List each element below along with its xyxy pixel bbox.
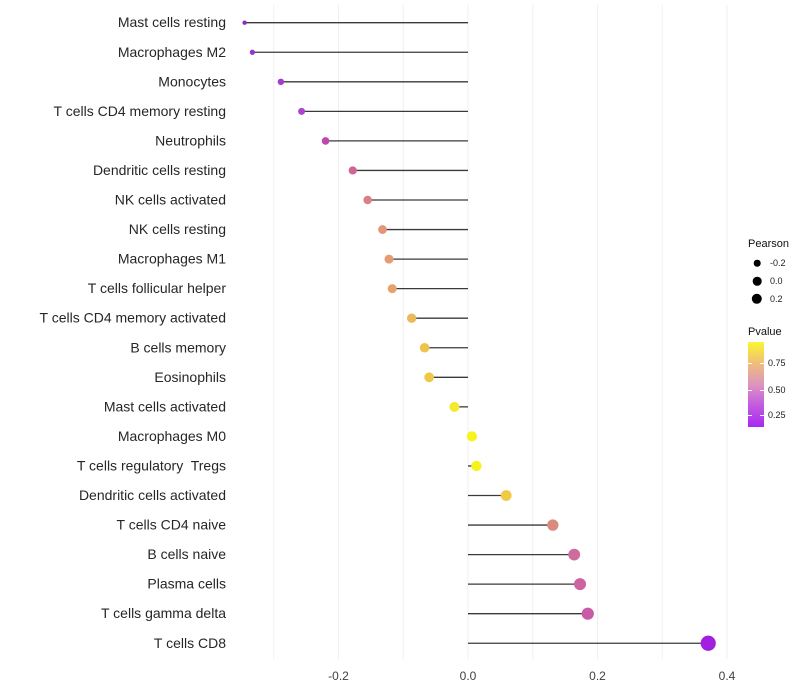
lollipop-dot xyxy=(363,195,372,205)
lollipop-dot xyxy=(384,254,394,264)
y-axis-label: T cells CD4 memory resting xyxy=(54,103,226,119)
pearson-legend-entries: -0.2 0.0 0.2 xyxy=(745,254,800,310)
lollipop-dot xyxy=(419,342,430,353)
lollipop-dot xyxy=(348,166,357,175)
lollipop-dot xyxy=(471,460,482,472)
pvalue-colorbar-tick xyxy=(760,414,764,416)
y-axis-label: Macrophages M0 xyxy=(118,428,226,444)
pvalue-legend-value: 0.75 xyxy=(768,357,786,368)
pearson-legend-value: 0.2 xyxy=(770,294,783,304)
pearson-legend-dot-icon xyxy=(752,276,762,286)
lollipop-dot xyxy=(321,137,330,145)
y-axis-label: T cells CD4 naive xyxy=(117,517,227,533)
x-axis-tick-label: 0.2 xyxy=(589,669,606,683)
pearson-legend-entry: 0.2 xyxy=(745,290,800,308)
pvalue-colorbar-tick xyxy=(748,390,752,392)
lollipop-dot xyxy=(387,284,397,294)
pvalue-legend-value: 0.25 xyxy=(768,409,786,420)
pvalue-legend-value: 0.50 xyxy=(768,385,786,396)
lollipop-dot xyxy=(581,607,594,620)
lollipop-dot xyxy=(500,490,512,501)
pearson-legend-dot-icon xyxy=(751,293,763,305)
y-axis-label: T cells CD4 memory activated xyxy=(40,310,226,326)
y-axis-label: Neutrophils xyxy=(155,132,226,148)
pvalue-colorbar-tick xyxy=(760,362,764,364)
y-axis-label: Eosinophils xyxy=(154,369,226,385)
pvalue-color-legend: Pvalue 0.75 0.50 0.25 xyxy=(745,326,800,427)
lollipop-dot xyxy=(574,578,587,591)
lollipop-dot xyxy=(298,107,306,115)
pearson-legend-value: -0.2 xyxy=(770,258,786,268)
lollipop-dot xyxy=(547,519,559,531)
pvalue-legend-title: Pvalue xyxy=(748,326,782,338)
lollipop-dot xyxy=(406,313,417,323)
lollipop-dot xyxy=(277,78,285,86)
lollipop-dot xyxy=(242,20,247,25)
x-axis-tick-label: -0.2 xyxy=(328,669,349,683)
y-axis-label: NK cells activated xyxy=(115,192,226,208)
lollipop-dot xyxy=(466,431,478,442)
y-axis-label: Plasma cells xyxy=(147,576,226,592)
y-axis-label: Dendritic cells resting xyxy=(93,162,226,178)
y-axis-label: T cells regulatory Tregs xyxy=(77,457,226,473)
y-axis-label: Macrophages M1 xyxy=(118,251,226,267)
lollipop-dot xyxy=(249,49,255,55)
y-axis-label: T cells follicular helper xyxy=(88,280,227,296)
x-axis-tick-label: 0.0 xyxy=(460,669,477,683)
pearson-legend-value: 0.0 xyxy=(770,276,783,286)
lollipop-dot xyxy=(568,548,581,561)
lollipop-dot xyxy=(449,401,460,412)
lollipop-dot xyxy=(700,635,716,651)
pearson-legend-entry: -0.2 xyxy=(745,254,800,272)
y-axis-label: Macrophages M2 xyxy=(118,44,226,60)
pearson-legend-dot-icon xyxy=(753,259,761,267)
lollipop-dot xyxy=(424,372,435,383)
pvalue-colorbar: 0.75 0.50 0.25 xyxy=(748,342,786,427)
pearson-legend-entry: 0.0 xyxy=(745,272,800,290)
y-axis-label: T cells gamma delta xyxy=(101,605,226,621)
y-axis-label: Monocytes xyxy=(158,73,226,89)
pearson-size-legend: Pearson -0.2 0.0 0.2 xyxy=(745,238,800,310)
x-axis-tick-label: 0.4 xyxy=(719,669,736,683)
lollipop-dot xyxy=(378,225,387,234)
pearson-legend-title: Pearson xyxy=(748,238,789,250)
y-axis-label: NK cells resting xyxy=(129,221,226,237)
y-axis-label: Dendritic cells activated xyxy=(79,487,226,503)
y-axis-label: B cells naive xyxy=(147,546,226,562)
pvalue-colorbar-wrap: 0.75 0.50 0.25 xyxy=(748,342,800,427)
y-axis-label: Mast cells activated xyxy=(104,398,226,414)
pvalue-colorbar-tick xyxy=(748,362,752,364)
pvalue-colorbar-tick xyxy=(760,390,764,392)
pvalue-colorbar-tick xyxy=(748,414,752,416)
y-axis-label: B cells memory xyxy=(130,339,226,355)
y-axis-label: Mast cells resting xyxy=(118,14,226,30)
y-axis-label: T cells CD8 xyxy=(154,635,226,651)
